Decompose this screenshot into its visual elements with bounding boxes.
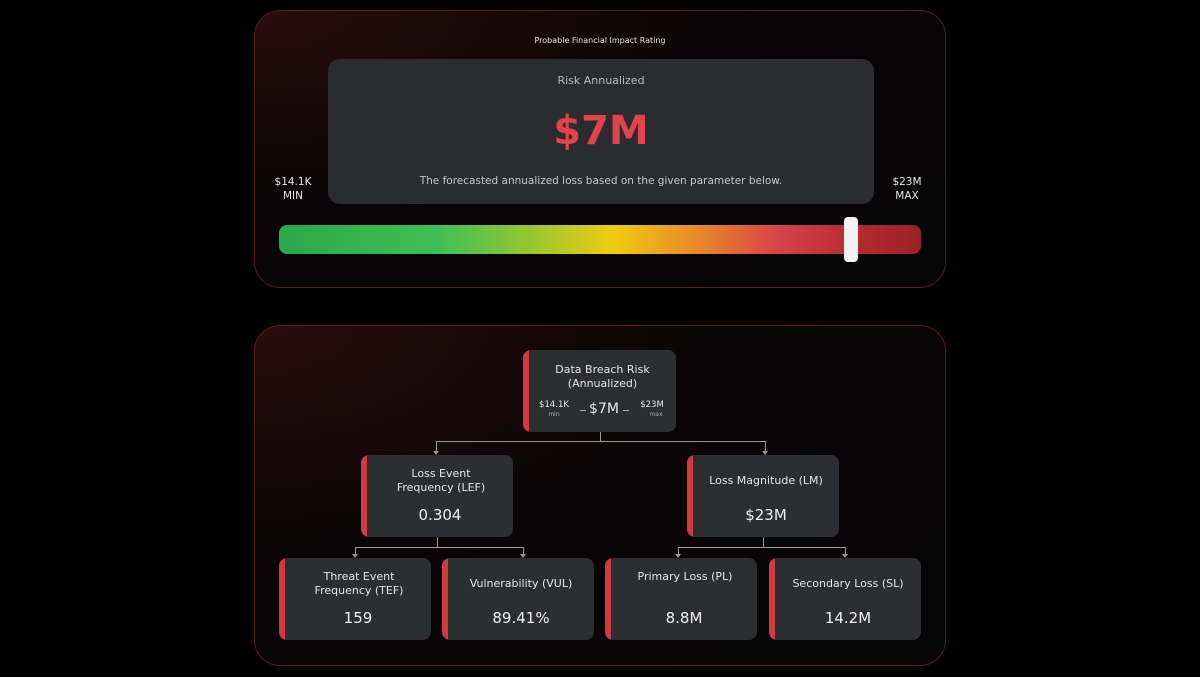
tree-node[interactable]: Vulnerability (VUL) 89.41% (442, 558, 594, 640)
node-title: Threat Event Frequency (TEF) (314, 570, 404, 597)
connector (678, 547, 846, 548)
node-title: Data Breach Risk (Annualized) (555, 363, 650, 390)
max-value: $23M (892, 176, 922, 188)
root-min-label: min (548, 411, 560, 418)
dash (580, 410, 586, 411)
root-value: $7M (589, 401, 619, 417)
risk-bar (279, 225, 921, 254)
connector (678, 547, 679, 554)
node-title: Vulnerability (VUL) (469, 577, 573, 590)
max-label: MAX (895, 190, 919, 202)
tree-node[interactable]: Primary Loss (PL) 8.8M (605, 558, 757, 640)
connector (845, 547, 846, 554)
connector (436, 441, 437, 451)
arrow (433, 451, 439, 455)
risk-card (328, 59, 874, 204)
panel-title: Probable Financial Impact Rating (534, 36, 666, 45)
node-title: Loss Magnitude (LM) (709, 474, 823, 487)
connector (437, 536, 438, 547)
tree-node[interactable]: Loss Magnitude (LM) $23M (687, 455, 839, 537)
min-label: MIN (282, 190, 303, 202)
tree-node[interactable]: Threat Event Frequency (TEF) 159 (279, 558, 431, 640)
node-value: 89.41% (492, 609, 550, 627)
card-value: $7M (553, 108, 649, 154)
node-value: $23M (745, 506, 787, 524)
arrow (675, 554, 681, 558)
connector (600, 432, 601, 441)
connector (765, 441, 766, 451)
node-value: 14.2M (824, 609, 872, 627)
dash (623, 410, 629, 411)
node-title: Secondary Loss (SL) (792, 577, 904, 590)
node-value: 8.8M (665, 609, 703, 627)
root-min: $14.1K (539, 400, 569, 410)
connector (436, 441, 766, 442)
tree-node[interactable]: Loss Event Frequency (LEF) 0.304 (361, 455, 513, 537)
connector (763, 536, 764, 547)
connector (523, 547, 524, 554)
arrow (352, 554, 358, 558)
connector (355, 547, 356, 554)
card-label: Risk Annualized (557, 74, 645, 87)
card-description: The forecasted annualized loss based on … (419, 175, 783, 187)
root-max: $23M (640, 400, 664, 410)
node-title: Loss Event Frequency (LEF) (396, 467, 486, 494)
connector (355, 547, 524, 548)
slider-handle[interactable] (844, 217, 858, 262)
root-max-label: max (649, 411, 663, 418)
arrow (520, 554, 526, 558)
node-value: 0.304 (418, 506, 462, 524)
arrow (762, 451, 768, 455)
arrow (842, 554, 848, 558)
min-value: $14.1K (274, 176, 312, 188)
node-title: Primary Loss (PL) (637, 570, 733, 583)
tree-node[interactable]: Secondary Loss (SL) 14.2M (769, 558, 921, 640)
node-value: 159 (343, 609, 373, 627)
root-node[interactable]: Data Breach Risk (Annualized) $14.1K min… (523, 350, 676, 432)
